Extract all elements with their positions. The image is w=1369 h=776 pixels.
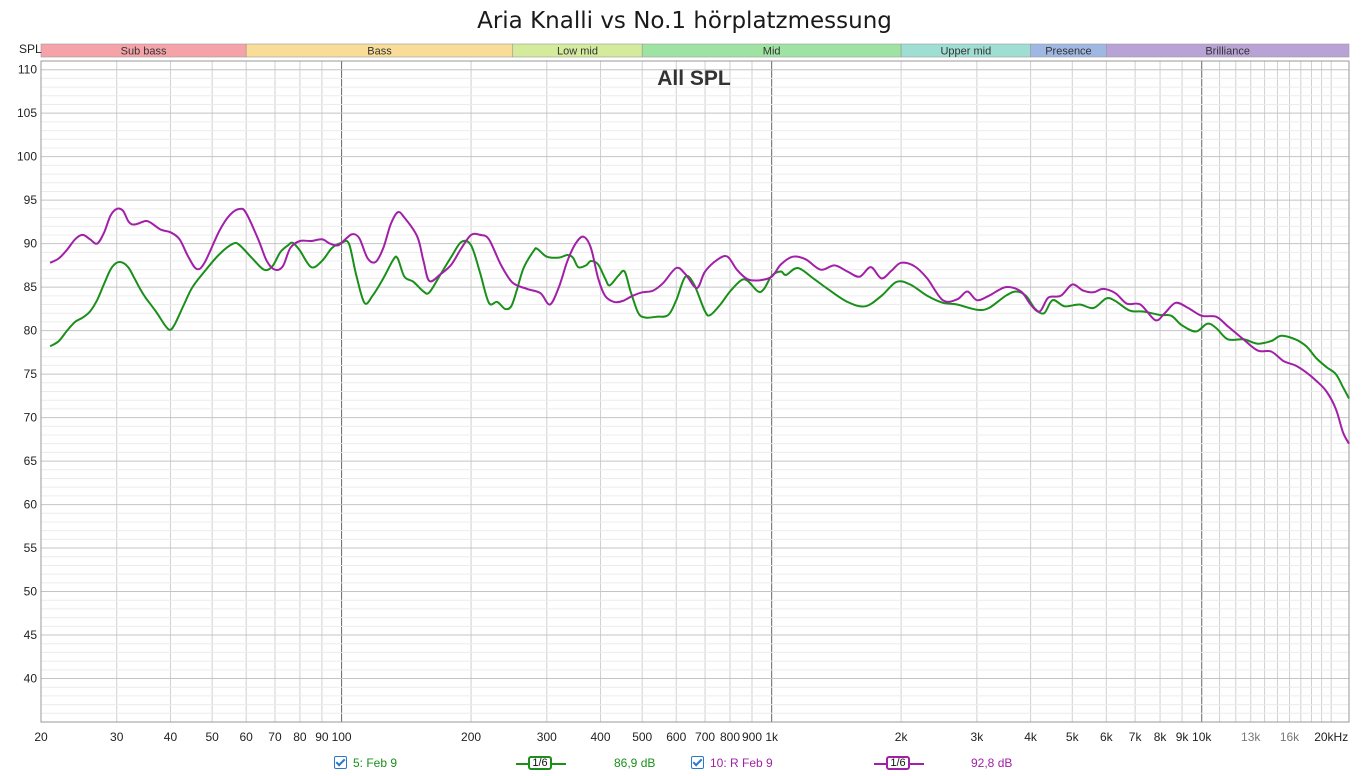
series-line-1 xyxy=(49,239,1350,399)
x-tick-label: 2k xyxy=(895,730,909,744)
x-tick-label: 300 xyxy=(537,730,557,744)
chart-svg[interactable]: Sub bass Bass Low mid Mid Upper mid Presence B… xyxy=(0,0,1369,750)
x-tick-label: 500 xyxy=(632,730,652,744)
x-tick-label: 40 xyxy=(164,730,178,744)
x-tick-label: 10k xyxy=(1192,730,1212,744)
x-tick-label: 100 xyxy=(332,730,352,744)
legend-item-1[interactable]: 5: Feb 9 xyxy=(334,756,397,770)
y-tick-label: 85 xyxy=(24,280,38,294)
x-tick-label: 5k xyxy=(1066,730,1080,744)
x-tick-label: 3k xyxy=(971,730,985,744)
legend-label: 10: R Feb 9 xyxy=(710,756,773,770)
x-tick-label: 50 xyxy=(205,730,219,744)
x-tick-labels: 20 30 40 50 60 70 80 90 100 200 300 400 500 600 700 800… xyxy=(34,730,1348,744)
y-tick-label: 110 xyxy=(18,63,37,77)
legend-smoothing-1[interactable]: 1/6 xyxy=(516,756,566,770)
legend-smoothing-2[interactable]: 1/6 xyxy=(874,756,924,770)
x-tick-label: 400 xyxy=(591,730,611,744)
checkbox-icon[interactable] xyxy=(691,756,704,769)
legend-level-1: 86,9 dB xyxy=(614,756,656,770)
chart-title: Aria Knalli vs No.1 hörplatzmessung xyxy=(477,8,892,34)
x-tick-label: 7k xyxy=(1129,730,1143,744)
y-tick-label: 65 xyxy=(24,454,38,468)
grid xyxy=(40,61,1349,722)
checkbox-icon[interactable] xyxy=(334,756,347,769)
x-tick-label: 13k xyxy=(1241,730,1261,744)
y-tick-label: 75 xyxy=(24,367,38,381)
y-tick-label: 105 xyxy=(17,106,37,120)
y-tick-label: 100 xyxy=(17,150,37,164)
x-tick-label: 1k xyxy=(765,730,779,744)
x-tick-label: 600 xyxy=(666,730,686,744)
series-line-2 xyxy=(49,207,1350,445)
smoothing-badge[interactable]: 1/6 xyxy=(516,756,566,770)
y-tick-label: 70 xyxy=(24,411,38,425)
frequency-bands: Sub bass Bass Low mid Mid Upper mid Presence B… xyxy=(40,43,1350,58)
y-tick-label: 90 xyxy=(24,237,38,251)
band-7 xyxy=(1106,43,1350,58)
y-tick-label: 80 xyxy=(24,324,38,338)
x-tick-label: 700 xyxy=(695,730,715,744)
band-label: Sub bass xyxy=(121,46,167,58)
chart-subtitle: All SPL xyxy=(657,67,731,90)
x-tick-label: 200 xyxy=(461,730,481,744)
y-tick-label: 55 xyxy=(24,541,38,555)
band-label: Brilliance xyxy=(1205,46,1250,58)
y-tick-label: 50 xyxy=(24,585,38,599)
band-label: Bass xyxy=(367,46,392,58)
y-tick-label: 95 xyxy=(24,193,38,207)
band-label: Mid xyxy=(763,46,781,58)
x-tick-label: 60 xyxy=(240,730,254,744)
smoothing-badge[interactable]: 1/6 xyxy=(874,756,924,770)
x-tick-label: 20kHz xyxy=(1314,730,1348,744)
legend-label: 5: Feb 9 xyxy=(353,756,398,770)
x-tick-label: 80 xyxy=(293,730,307,744)
x-tick-label: 20 xyxy=(34,730,48,744)
x-tick-label: 90 xyxy=(315,730,329,744)
x-tick-label: 6k xyxy=(1100,730,1114,744)
plot-frame xyxy=(40,60,1350,723)
x-tick-label: 9k xyxy=(1176,730,1190,744)
x-tick-label: 16k xyxy=(1280,730,1300,744)
y-axis-label: SPL xyxy=(19,42,42,56)
smoothing-value: 1/6 xyxy=(886,756,910,770)
band-label: Upper mid xyxy=(940,46,991,58)
legend-item-2[interactable]: 10: R Feb 9 xyxy=(691,756,773,770)
x-tick-label: 800 xyxy=(720,730,740,744)
y-tick-label: 40 xyxy=(24,672,38,686)
series-group xyxy=(49,207,1350,445)
y-tick-label: 45 xyxy=(24,628,38,642)
x-tick-label: 30 xyxy=(110,730,124,744)
x-tick-label: 4k xyxy=(1024,730,1038,744)
y-tick-label: 60 xyxy=(24,498,38,512)
legend-level-2: 92,8 dB xyxy=(971,756,1013,770)
x-tick-label: 8k xyxy=(1154,730,1168,744)
y-tick-labels: 40 45 50 55 60 65 70 75 80 85 90 95 100 105 110 xyxy=(17,63,37,686)
band-label: Low mid xyxy=(557,46,598,58)
x-tick-label: 900 xyxy=(742,730,762,744)
smoothing-value: 1/6 xyxy=(528,756,552,770)
band-label: Presence xyxy=(1045,46,1091,58)
x-tick-label: 70 xyxy=(268,730,282,744)
